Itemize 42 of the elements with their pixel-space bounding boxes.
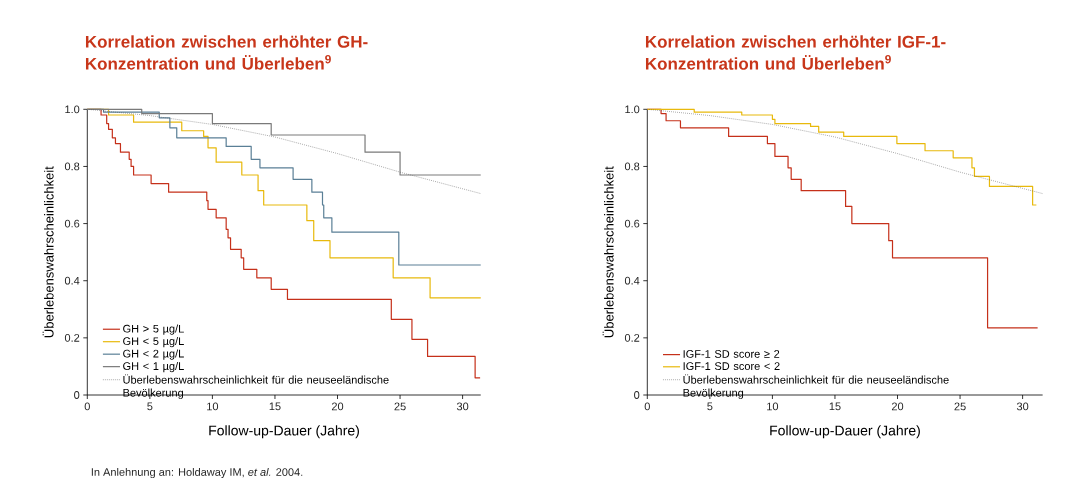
x-tick-label: 20 <box>331 402 344 411</box>
x-tick-label: 15 <box>829 402 841 411</box>
legend-label: Überlebenswahrscheinlichkeit für die neuseeländische Bevölkerung <box>123 374 389 399</box>
x-tick-label: 15 <box>269 402 281 411</box>
x-tick-label: 20 <box>891 402 904 411</box>
legend-label: GH < 5 µg/L <box>123 336 184 348</box>
y-tick-label: 0.8 <box>64 162 80 171</box>
x-axis-title: Follow-up-Dauer (Jahre) <box>209 425 359 439</box>
x-tick-label: 10 <box>767 402 779 411</box>
x-tick-label: 5 <box>707 402 713 411</box>
legend-label: GH > 5 µg/L <box>123 324 184 335</box>
y-tick-label: 0.6 <box>624 219 640 228</box>
legend-label: GH < 1 µg/L <box>123 361 184 373</box>
y-tick-label: 0 <box>74 391 80 399</box>
y-axis-title: Überlebenswahrscheinlichkeit <box>42 166 54 338</box>
text: In Anlehnung an: Holdaway IM, et al. 2004. <box>91 467 303 479</box>
line-series <box>87 109 482 194</box>
x-tick-label: 0 <box>84 402 90 411</box>
y-tick-label: 1.0 <box>65 105 80 114</box>
x-tick-label: 10 <box>207 402 219 411</box>
x-axis-title: Follow-up-Dauer (Jahre) <box>770 425 920 439</box>
y-tick-label: 1.0 <box>625 105 640 114</box>
chart-title: Korrelation zwischen erhöhter IGF-1-Konzentration und Überleben$^{9}$ <box>645 35 946 70</box>
legend-label: GH < 2 µg/L <box>123 349 184 360</box>
x-tick-label: 25 <box>394 402 406 411</box>
legend-label: Überlebenswahrscheinlichkeit für die neuseeländische Bevölkerung <box>683 374 949 399</box>
legend-label: IGF-1 SD score < 2 <box>683 362 780 370</box>
x-tick-label: 30 <box>456 402 469 411</box>
y-tick-label: 0.6 <box>64 219 80 228</box>
y-axis-title: Überlebenswahrscheinlichkeit <box>602 166 614 338</box>
y-tick-label: 0.2 <box>64 333 80 342</box>
chart-title: Korrelation zwischen erhöhter GH-Konzentration und Überleben$^{9}$ <box>85 35 368 70</box>
y-tick-label: 0.4 <box>624 276 640 285</box>
y-tick-label: 0 <box>634 391 640 399</box>
y-tick-label: 0.4 <box>64 276 80 285</box>
x-tick-label: 0 <box>644 402 650 411</box>
y-tick-label: 0.8 <box>624 162 640 171</box>
y-tick-label: 0.2 <box>624 333 640 342</box>
x-tick-label: 30 <box>1016 402 1029 411</box>
legend-label: IGF-1 SD score ≥ 2 <box>683 350 780 358</box>
x-tick-label: 25 <box>954 402 966 411</box>
x-tick-label: 5 <box>147 402 153 411</box>
